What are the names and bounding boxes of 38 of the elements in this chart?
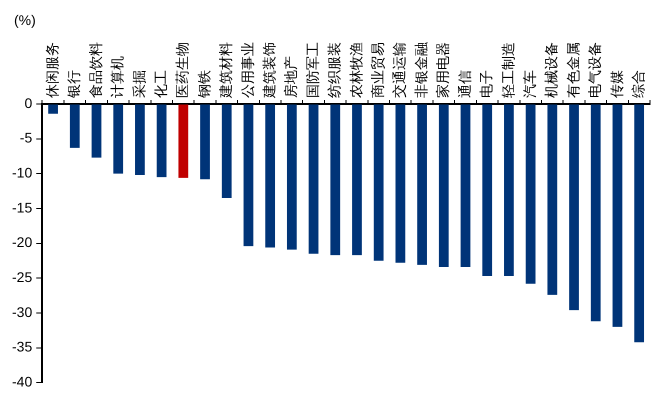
y-tick-label: -40: [12, 373, 32, 390]
y-tick-label: -10: [12, 164, 32, 181]
y-tick-label: -30: [12, 304, 32, 320]
x-tick-label: 国防军工: [304, 42, 320, 98]
x-tick-label: 纺织服装: [326, 42, 342, 98]
x-tick-label: 医药生物: [174, 42, 190, 98]
y-tick-label: -35: [12, 338, 32, 355]
y-tick-label: 0: [24, 94, 32, 111]
x-tick-label: 计算机: [109, 56, 126, 98]
x-tick-label: 交通运输: [391, 42, 408, 98]
x-tick-label: 商业贸易: [370, 42, 386, 98]
x-tick-label: 建筑材料: [218, 42, 234, 99]
x-tick-label: 综合: [630, 70, 646, 98]
x-tick-label: 轻工制造: [500, 42, 516, 98]
x-tick-label: 钢铁: [196, 70, 212, 99]
y-tick-label: -25: [12, 268, 32, 285]
x-tick-label: 休闲服务: [44, 42, 60, 98]
x-tick-label: 有色金属: [564, 42, 581, 98]
x-tick-label: 传媒: [608, 70, 624, 98]
x-tick-label: 电气设备: [586, 42, 603, 98]
x-tick-label: 房地产: [282, 56, 299, 98]
x-tick-label: 非银金融: [412, 42, 429, 98]
y-tick-label: -20: [12, 234, 32, 250]
x-tick-label: 建筑装饰: [261, 42, 278, 99]
x-tick-label: 机械设备: [543, 42, 560, 98]
y-tick-label: -15: [12, 199, 32, 216]
x-tick-label: 采掘: [130, 70, 147, 98]
x-tick-label: 家用电器: [434, 42, 451, 98]
y-tick-label: -5: [20, 130, 32, 146]
x-tick-label: 汽车: [521, 70, 538, 98]
x-tick-label: 化工: [152, 70, 168, 98]
x-tick-label: 电子: [478, 70, 494, 98]
x-tick-label: 银行: [66, 70, 82, 99]
x-tick-label: 通信: [456, 70, 472, 98]
x-tick-label: 农林牧渔: [348, 42, 364, 98]
y-axis-title: (%): [14, 12, 36, 28]
x-tick-label: 公用事业: [239, 42, 256, 98]
x-tick-label: 食品饮料: [87, 42, 104, 98]
